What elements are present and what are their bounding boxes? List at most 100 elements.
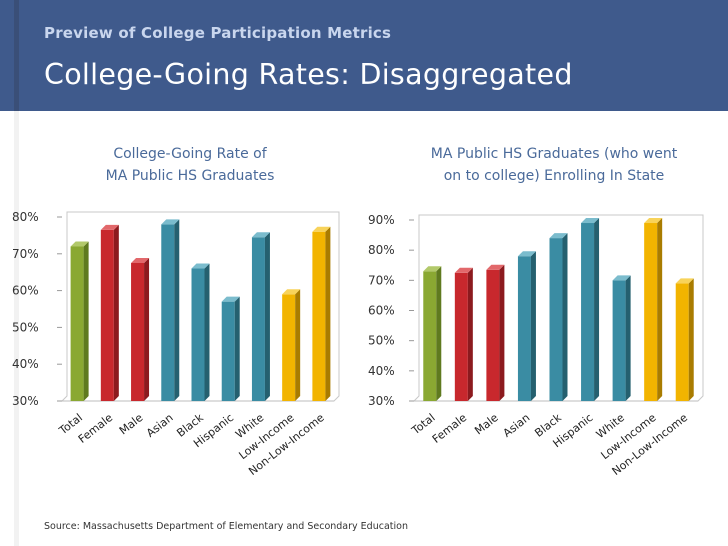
x-tick-label: Asian	[144, 411, 176, 440]
bar-top	[423, 266, 442, 272]
bar-side	[594, 218, 600, 401]
y-tick-label: 70%	[368, 273, 395, 287]
bar-top	[161, 219, 180, 225]
bar-side	[174, 219, 180, 401]
y-tick-label: 30%	[12, 394, 39, 408]
bar-asian	[517, 251, 536, 401]
bar-total	[70, 241, 89, 401]
bar-side	[657, 218, 663, 401]
chart-title-line: MA Public HS Graduates	[106, 168, 275, 184]
bar-hispanic	[221, 296, 240, 401]
x-tick-label: Asian	[501, 411, 533, 440]
x-tick-label: Male	[472, 411, 501, 437]
bar-non-low-income	[675, 278, 694, 401]
bar-total	[423, 266, 442, 401]
chart-title-line: on to college) Enrolling In State	[444, 168, 665, 184]
header-stripe	[14, 0, 19, 111]
bar-side	[234, 296, 240, 401]
bar-front	[312, 231, 326, 401]
bar-top	[644, 218, 663, 224]
bar-top	[221, 296, 240, 302]
bar-side	[264, 232, 270, 401]
bar-front	[581, 223, 595, 401]
y-tick-label: 50%	[368, 334, 395, 348]
y-tick-label: 70%	[12, 247, 39, 261]
bar-top	[454, 267, 473, 273]
bar-front	[644, 223, 658, 401]
bar-non-low-income	[312, 226, 331, 401]
bar-hispanic	[581, 218, 600, 401]
bar-front	[251, 237, 265, 401]
bar-top	[131, 258, 150, 263]
bar-front	[675, 283, 689, 401]
bar-side	[295, 289, 301, 401]
y-tick-label: 60%	[368, 304, 395, 318]
bar-female	[100, 224, 119, 401]
bar-side	[325, 226, 331, 401]
bar-front	[100, 229, 114, 401]
header-banner: Preview of College Participation Metrics…	[0, 0, 728, 111]
bar-front	[454, 272, 468, 401]
bar-asian	[161, 219, 180, 401]
chart-title-line: MA Public HS Graduates (who went	[431, 146, 678, 162]
bar-side	[436, 266, 442, 401]
bar-black	[191, 263, 210, 401]
bar-side	[467, 267, 473, 401]
bar-front	[517, 256, 531, 401]
x-tick-label: Male	[117, 411, 146, 437]
bar-side	[204, 263, 210, 401]
chart-enrolling-in-state: MA Public HS Graduates (who went on to co…	[368, 146, 704, 478]
bar-top	[191, 263, 210, 269]
bar-front	[70, 246, 84, 401]
bar-front	[282, 294, 296, 401]
bar-top	[517, 251, 536, 257]
slide-title: College-Going Rates: Disaggregated	[44, 58, 573, 91]
bar-white	[612, 275, 631, 401]
bar-top	[486, 264, 505, 270]
bar-male	[486, 264, 505, 401]
bar-top	[251, 232, 270, 238]
y-tick-label: 90%	[368, 213, 395, 227]
x-tick-label: Female	[76, 411, 116, 446]
bar-top	[312, 226, 331, 232]
bar-female	[454, 267, 473, 401]
bar-side	[530, 251, 536, 401]
bar-low-income	[644, 218, 663, 401]
bar-top	[282, 289, 301, 295]
bar-male	[131, 258, 150, 401]
bar-side	[625, 275, 631, 401]
bar-front	[549, 238, 563, 401]
bar-front	[486, 269, 500, 401]
y-tick-label: 80%	[12, 210, 39, 224]
bar-top	[100, 224, 119, 230]
bar-side	[83, 241, 89, 401]
y-tick-label: 80%	[368, 243, 395, 257]
bar-front	[161, 224, 175, 401]
bar-front	[191, 268, 205, 401]
y-tick-label: 60%	[12, 284, 39, 298]
chart-title-line: College-Going Rate of	[113, 146, 267, 162]
bar-white	[251, 232, 270, 401]
chart-college-going-rate: College-Going Rate of MA Public HS Gradua…	[12, 146, 340, 478]
bar-top	[612, 275, 631, 281]
bar-low-income	[282, 289, 301, 401]
y-tick-label: 40%	[368, 364, 395, 378]
bar-front	[221, 301, 235, 401]
bar-front	[612, 280, 626, 401]
source-note: Source: Massachusetts Department of Elem…	[44, 521, 408, 532]
bar-side	[144, 258, 150, 401]
bar-front	[423, 271, 437, 401]
bar-top	[581, 218, 600, 224]
bar-top	[675, 278, 694, 284]
bar-side	[499, 264, 505, 401]
bar-side	[562, 233, 568, 401]
slide-supertitle: Preview of College Participation Metrics	[44, 24, 392, 42]
bar-front	[131, 263, 145, 401]
y-tick-label: 30%	[368, 394, 395, 408]
x-tick-label: Female	[430, 411, 470, 446]
bar-top	[549, 233, 568, 239]
bar-black	[549, 233, 568, 401]
bar-side	[688, 278, 694, 401]
bar-side	[113, 224, 119, 401]
left-rule	[14, 111, 19, 546]
